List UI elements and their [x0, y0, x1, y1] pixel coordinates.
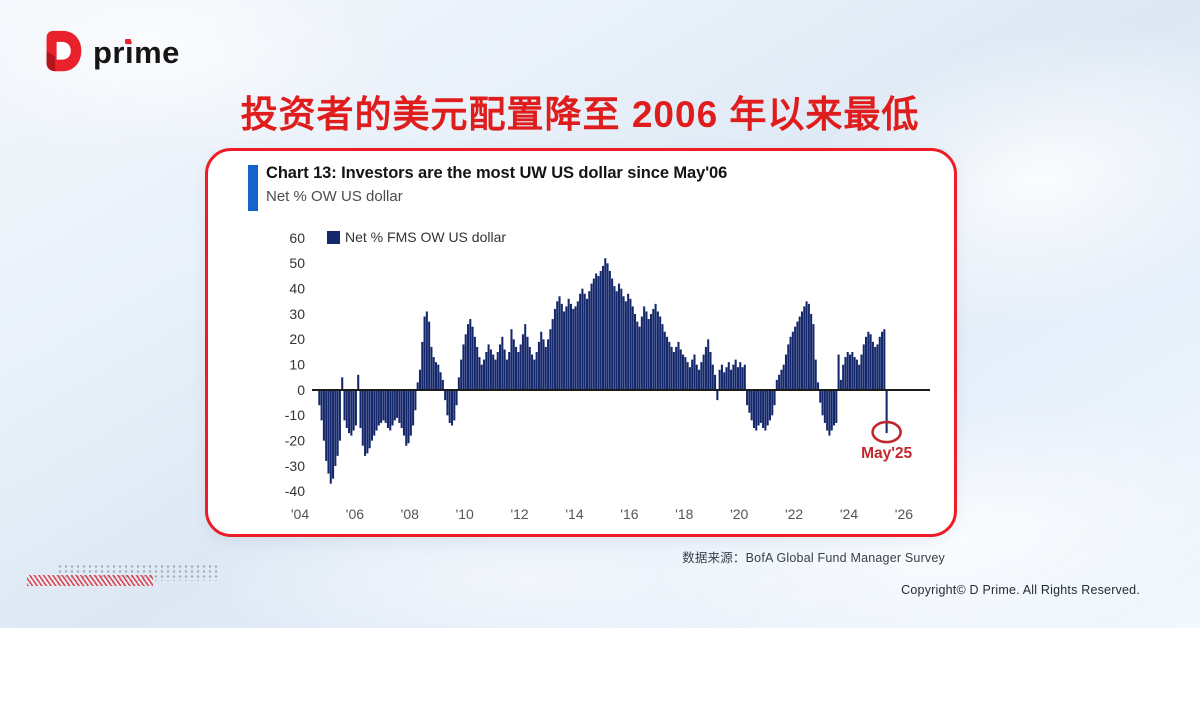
svg-text:-20: -20	[285, 432, 305, 448]
legend-label: Net % FMS OW US dollar	[345, 229, 507, 245]
svg-text:50: 50	[289, 255, 305, 271]
brand-logo: prime	[36, 28, 180, 76]
svg-text:'16: '16	[620, 506, 638, 522]
svg-text:'10: '10	[456, 506, 474, 522]
chart-title: Chart 13: Investors are the most UW US d…	[266, 164, 728, 182]
chart-card: Chart 13: Investors are the most UW US d…	[205, 148, 957, 537]
legend-swatch-icon	[327, 230, 340, 244]
svg-text:30: 30	[289, 306, 305, 322]
svg-text:'06: '06	[346, 506, 364, 522]
svg-text:0: 0	[297, 382, 305, 398]
svg-text:May'25: May'25	[861, 445, 912, 462]
svg-text:'20: '20	[730, 506, 748, 522]
copyright: Copyright© D Prime. All Rights Reserved.	[901, 583, 1140, 597]
svg-text:'18: '18	[675, 506, 693, 522]
svg-text:'26: '26	[895, 506, 913, 522]
brand-name: prime	[93, 34, 180, 70]
svg-text:'04: '04	[291, 506, 309, 522]
svg-text:'14: '14	[565, 506, 583, 522]
chart-accent-bar	[248, 165, 258, 211]
dprime-logo-icon	[46, 30, 82, 72]
bar-chart-plot: 60 50 40 30 20 10 0 -10 -20 -30 -40 '04 '06 '08 '10 '12…	[285, 230, 930, 522]
svg-text:'12: '12	[510, 506, 528, 522]
chart-subtitle: Net % OW US dollar	[266, 188, 403, 205]
svg-text:-30: -30	[285, 458, 305, 474]
data-source: 数据来源：BofA Global Fund Manager Survey	[682, 551, 945, 565]
svg-text:'24: '24	[840, 506, 858, 522]
page-title: 投资者的美元配置降至 2006 年以来最低	[240, 94, 920, 135]
chart-legend: Net % FMS OW US dollar	[327, 229, 506, 245]
footer-stripes-decoration	[27, 575, 153, 586]
svg-text:10: 10	[289, 356, 305, 372]
svg-text:-10: -10	[285, 407, 305, 423]
svg-text:'08: '08	[401, 506, 419, 522]
svg-text:60: 60	[289, 230, 305, 246]
svg-text:20: 20	[289, 331, 305, 347]
svg-text:-40: -40	[285, 483, 305, 499]
svg-text:40: 40	[289, 280, 305, 296]
svg-text:'22: '22	[785, 506, 803, 522]
